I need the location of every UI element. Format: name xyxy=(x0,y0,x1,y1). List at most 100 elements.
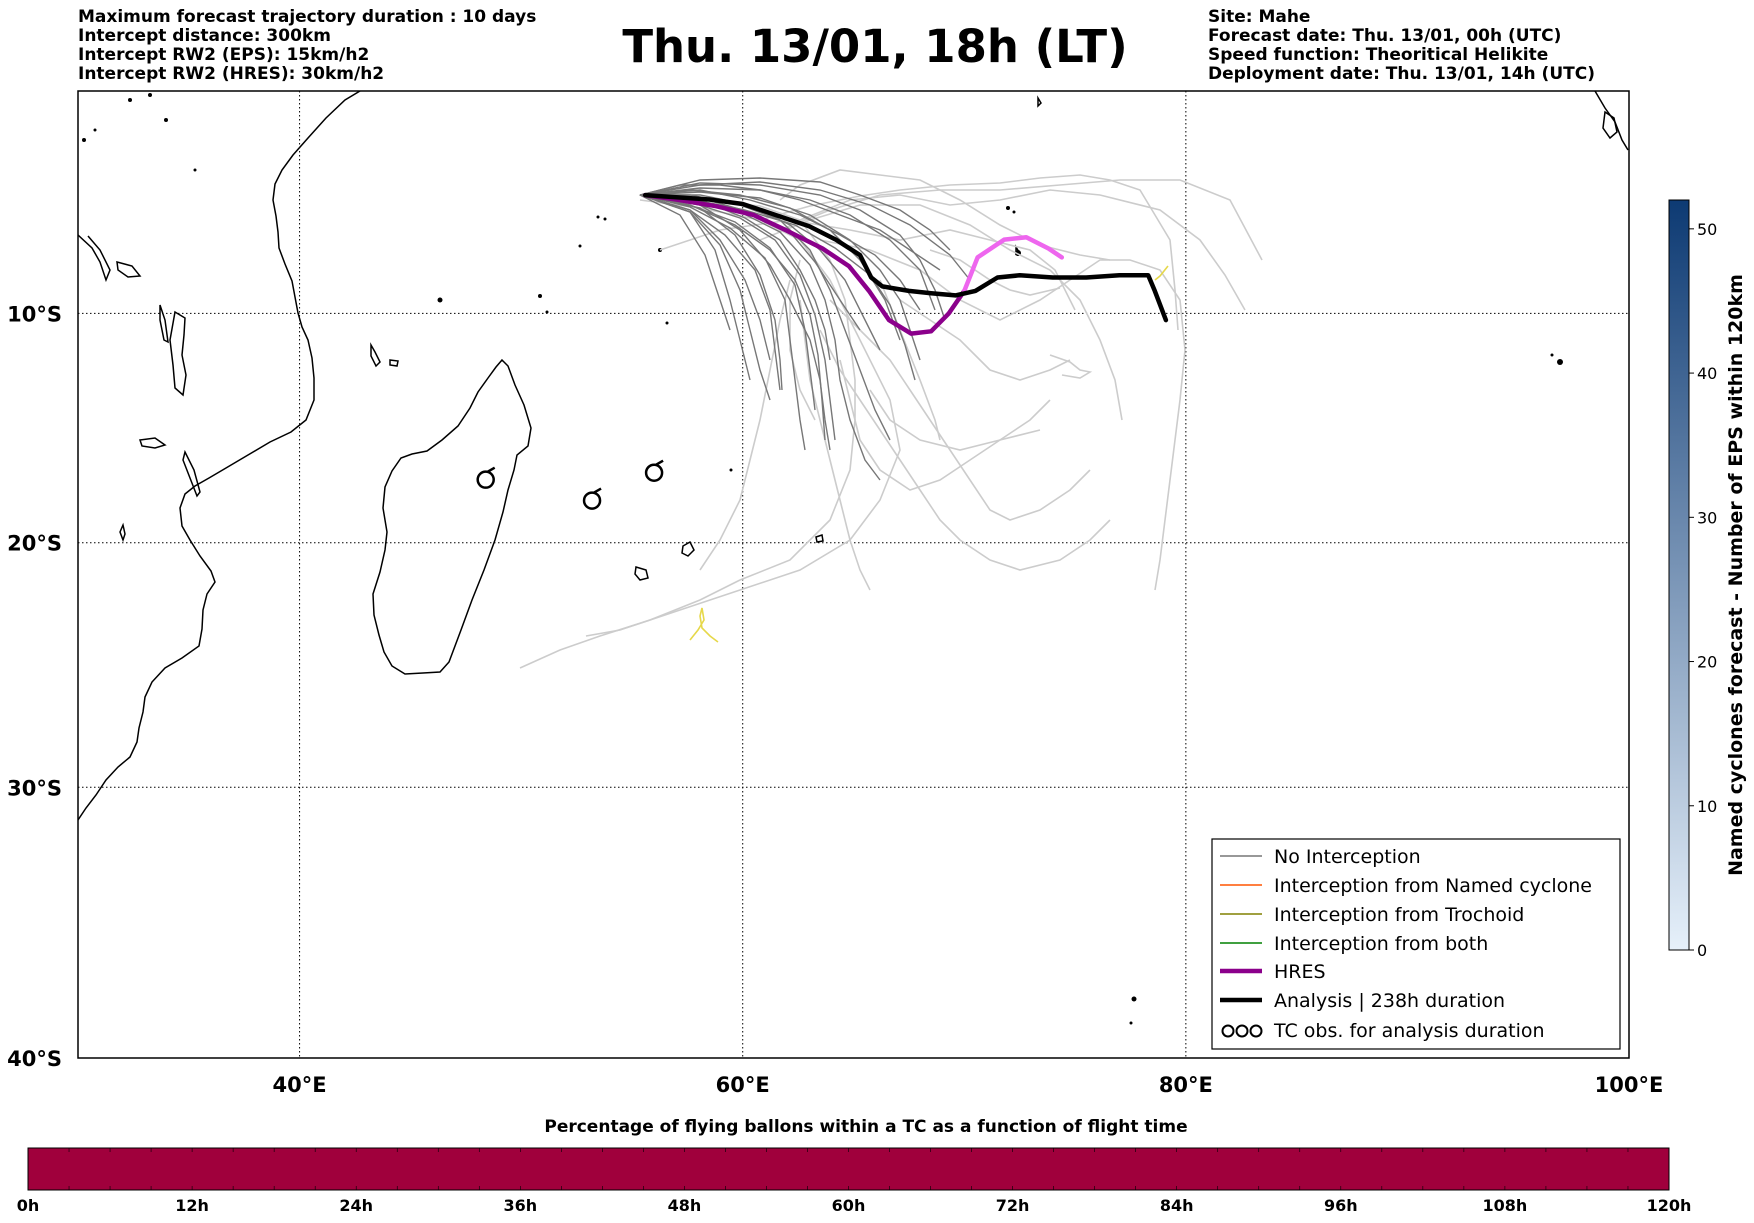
member-track xyxy=(639,177,951,251)
flight-tick-label: 96h xyxy=(1324,1196,1358,1215)
trochoid-track xyxy=(689,607,719,643)
faded-member-track xyxy=(829,299,1091,521)
tc-obs-icon xyxy=(1249,1024,1263,1038)
lon-tick-label: 40°E xyxy=(273,1073,327,1097)
tc-obs-marker-tail xyxy=(593,487,602,494)
faded-member-track xyxy=(699,279,791,571)
member-track xyxy=(639,194,916,381)
member-track xyxy=(639,194,806,451)
eps-colorbar-ticks: 0 10 20 30 40 50 xyxy=(1689,220,1717,960)
flight-time-colorbar: Percentage of flying ballons within a TC… xyxy=(17,1117,1692,1215)
africa-coastline xyxy=(78,91,361,821)
faded-member-track xyxy=(1049,354,1093,379)
flight-colorbar-minor-ticks xyxy=(68,1148,1629,1190)
eps-colorbar-label: Named cyclones forecast - Number of EPS … xyxy=(1725,274,1747,876)
lat-tick-label: 10°S xyxy=(7,302,62,326)
member-track xyxy=(639,194,771,361)
param-line: Maximum forecast trajectory duration : 1… xyxy=(78,7,537,27)
island-marker xyxy=(82,138,86,142)
faded-member-track xyxy=(899,299,1071,381)
member-track xyxy=(639,194,826,441)
island-marker xyxy=(538,294,542,298)
member-track xyxy=(639,194,831,451)
island-marker xyxy=(128,98,132,102)
eps-tick-label: 0 xyxy=(1697,941,1707,960)
legend-swatch-tc-obs xyxy=(1221,1024,1263,1038)
island-marker xyxy=(545,310,549,314)
longitude-labels: 40°E 60°E 80°E 100°E xyxy=(273,1073,1664,1097)
faded-member-track xyxy=(789,259,816,421)
island-marker xyxy=(1550,353,1554,357)
map-area xyxy=(78,91,1629,1058)
site-line: Forecast date: Thu. 13/01, 00h (UTC) xyxy=(1208,26,1562,46)
legend-box xyxy=(1211,838,1621,1050)
faded-member-track xyxy=(819,239,1186,591)
analysis-track xyxy=(642,192,1169,323)
faded-member-track xyxy=(819,329,1111,571)
legend-label-no-interception: No Interception xyxy=(1274,846,1421,868)
flight-tick-label: 120h xyxy=(1647,1196,1692,1215)
island-marker xyxy=(1557,359,1563,365)
lake-victoria-outline xyxy=(169,310,187,397)
faded-member-track xyxy=(759,204,1123,421)
faded-member-track xyxy=(869,389,1041,451)
sri-lanka-outline xyxy=(1602,110,1618,140)
island-marker xyxy=(1006,206,1010,210)
member-track xyxy=(639,189,921,311)
legend-label-hres: HRES xyxy=(1274,961,1326,983)
map-frame xyxy=(77,90,1630,1059)
site-line: Speed function: Theoritical Helikite xyxy=(1208,45,1549,65)
eps-tick-label: 50 xyxy=(1697,220,1717,239)
tc-obs-icon xyxy=(1235,1024,1249,1038)
tc-obs-marker-tail xyxy=(655,459,664,466)
flight-colorbar-title: Percentage of flying ballons within a TC… xyxy=(544,1117,1187,1137)
faded-member-track xyxy=(839,359,1051,491)
flight-tick-label: 72h xyxy=(996,1196,1030,1215)
island-marker xyxy=(665,321,669,325)
island-marker xyxy=(93,128,97,132)
coastlines xyxy=(78,91,1629,821)
lake-malawi-outline xyxy=(182,449,201,498)
param-line: Intercept RW2 (EPS): 15km/h2 xyxy=(78,45,370,65)
member-track xyxy=(639,187,936,311)
faded-member-track xyxy=(585,199,901,637)
site-line: Site: Mahe xyxy=(1208,7,1311,27)
forecast-parameters: Maximum forecast trajectory duration : 1… xyxy=(78,8,536,84)
legend-label-trochoid: Interception from Trochoid xyxy=(1274,904,1524,926)
member-track xyxy=(639,182,946,321)
lon-tick-label: 80°E xyxy=(1159,1073,1213,1097)
lake-tanganyika-outline xyxy=(139,437,167,449)
island-marker xyxy=(193,168,197,172)
mayotte-outline xyxy=(389,359,399,367)
legend-label-analysis: Analysis | 238h duration xyxy=(1274,990,1505,1012)
map-title: Thu. 13/01, 18h (LT) xyxy=(622,20,1128,73)
faded-member-track xyxy=(779,179,1263,261)
india-coastline xyxy=(1594,91,1629,151)
member-track xyxy=(639,181,971,281)
ensemble-faded-members xyxy=(519,169,1263,669)
tc-obs-marker-tail xyxy=(487,466,496,473)
legend-label-both: Interception from both xyxy=(1274,933,1488,955)
lon-tick-label: 100°E xyxy=(1595,1073,1664,1097)
flight-tick-label: 48h xyxy=(668,1196,702,1215)
site-line: Deployment date: Thu. 13/01, 14h (UTC) xyxy=(1208,64,1595,84)
faded-member-track xyxy=(799,189,1246,311)
lat-tick-label: 30°S xyxy=(7,776,62,800)
trochoid-track xyxy=(1154,265,1169,281)
tc-obs-marker xyxy=(582,491,602,510)
faded-member-track xyxy=(929,249,1061,296)
member-track xyxy=(639,194,783,391)
legend-label-named-cyclone: Interception from Named cyclone xyxy=(1274,875,1592,897)
rodrigues-outline xyxy=(815,534,824,543)
flight-tick-label: 60h xyxy=(832,1196,866,1215)
flight-tick-label: 24h xyxy=(339,1196,373,1215)
flight-tick-label: 108h xyxy=(1483,1196,1528,1215)
eps-tick-label: 20 xyxy=(1697,653,1717,672)
flight-tick-label: 12h xyxy=(175,1196,209,1215)
faded-member-track xyxy=(799,299,871,591)
trochoid-tracks xyxy=(689,265,1169,643)
param-line: Intercept distance: 300km xyxy=(78,26,331,46)
island-marker xyxy=(148,93,152,97)
legend-label-tc-obs: TC obs. for analysis duration xyxy=(1273,1020,1545,1042)
